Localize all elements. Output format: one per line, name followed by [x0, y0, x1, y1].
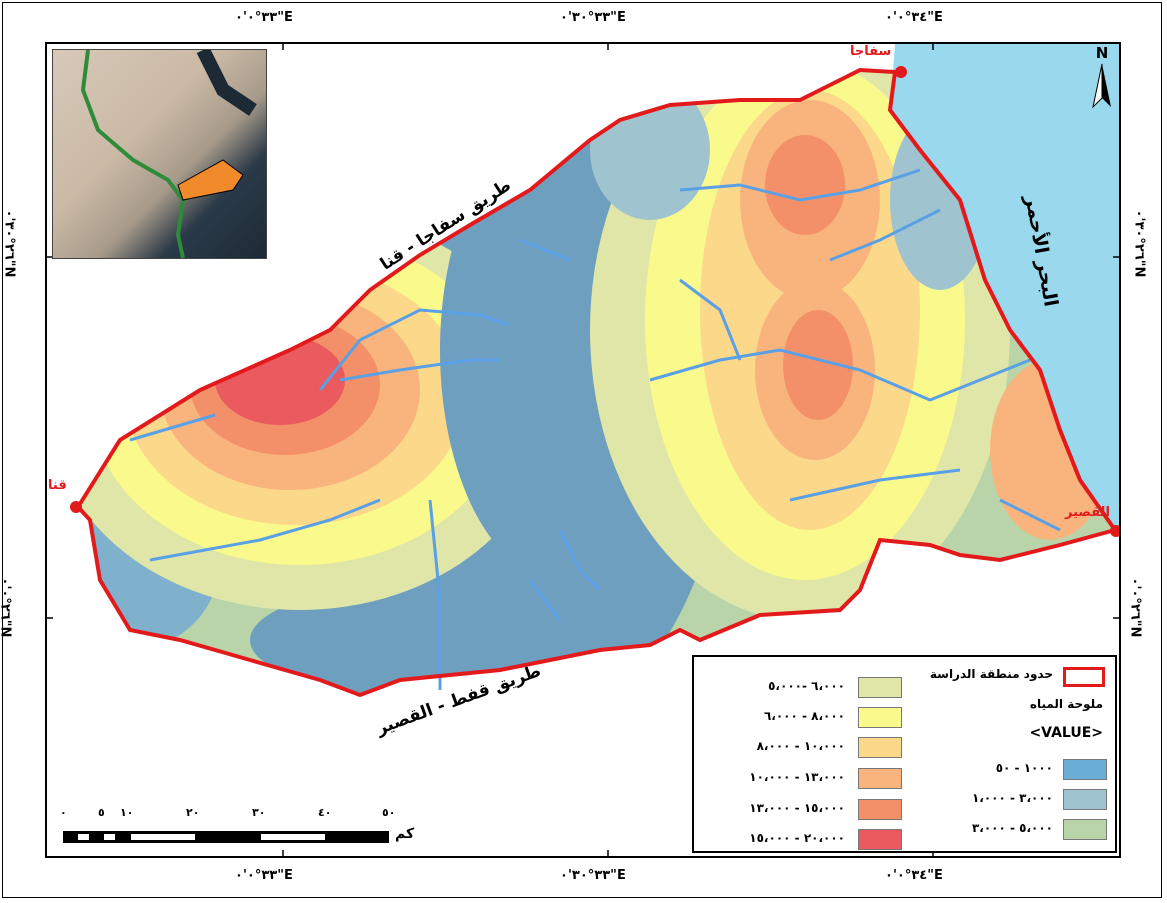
legend-swatch — [858, 707, 902, 728]
coord-left-1: ٢٦°٣٠'٠"N — [1, 209, 17, 278]
coord-top-2: ٣٣°٣٠'٠"E — [560, 10, 626, 25]
study-area-boundary — [75, 67, 1119, 698]
legend-class-label: ١٣،٠٠٠ - ١٠،٠٠٠ — [749, 770, 845, 784]
scale-bar: ٠ ٥ ١٠ ٢٠ ٣٠ ٤٠ ٥٠ كم — [60, 806, 420, 846]
scale-tick: ٥ — [98, 806, 105, 819]
city-marker-quseir — [1110, 525, 1119, 537]
coord-top-1: ٣٣°٠'٠"E — [235, 10, 293, 25]
coord-right-2: ٢٦°٠'٠"N — [1127, 577, 1143, 638]
legend-swatch — [858, 799, 902, 820]
legend-class-label: ١٥،٠٠٠ - ١٣،٠٠٠ — [749, 801, 845, 815]
city-marker-safaga — [895, 66, 907, 78]
map-canvas — [47, 44, 1119, 856]
label-qena: قنا — [48, 478, 67, 493]
legend-swatch — [858, 737, 902, 758]
scale-tick: ٣٠ — [252, 806, 266, 819]
legend-value-header: <VALUE> — [1029, 725, 1103, 741]
scale-tick: ٥٠ — [382, 806, 396, 819]
north-label: N — [1095, 44, 1109, 62]
north-arrow: N — [1087, 44, 1117, 119]
legend-class-label: ٨،٠٠٠ - ٦،٠٠٠ — [763, 709, 845, 723]
north-arrow-icon — [1092, 63, 1111, 109]
legend-class-label: ١٠٠٠ - ٥٠ — [995, 761, 1053, 775]
legend-swatch — [858, 829, 902, 850]
legend-swatch — [1063, 789, 1107, 810]
scale-tick: ٢٠ — [186, 806, 200, 819]
label-safaga: سفاجا — [850, 44, 892, 59]
coord-bottom-1: ٣٣°٠'٠"E — [235, 868, 293, 883]
scale-tick: ١٠ — [120, 806, 134, 819]
legend-boundary-label: حدود منطقة الدراسة — [929, 667, 1053, 681]
scale-tick: ٠ — [60, 806, 67, 819]
legend-swatch — [1063, 819, 1107, 840]
city-marker-qena — [70, 501, 82, 513]
legend-title: ملوحة المياه — [1029, 697, 1103, 711]
legend-class-label: ٦،٠٠٠ -٥،٠٠٠ — [768, 679, 845, 693]
coord-right-1: ٢٦°٣٠'٠"N — [1131, 209, 1147, 278]
legend: حدود منطقة الدراسة ملوحة المياه <VALUE> … — [692, 655, 1117, 853]
scale-unit: كم — [395, 826, 415, 842]
coord-bottom-2: ٣٣°٣٠'٠"E — [560, 868, 626, 883]
legend-class-label: ٣،٠٠٠ - ١،٠٠٠ — [971, 791, 1053, 805]
legend-class-label: ٢٠،٠٠٠ - ١٥،٠٠٠ — [749, 831, 845, 845]
legend-class-label: ١٠،٠٠٠ - ٨،٠٠٠ — [756, 739, 845, 753]
coord-left-2: ٢٦°٠'٠"N — [0, 577, 13, 638]
legend-swatch — [858, 768, 902, 789]
legend-swatch — [1063, 759, 1107, 780]
wadis — [129, 168, 1061, 690]
legend-class-label: ٥،٠٠٠ - ٣،٠٠٠ — [971, 821, 1053, 835]
legend-swatch — [858, 677, 902, 698]
legend-boundary-swatch — [1063, 667, 1105, 687]
scale-tick: ٤٠ — [318, 806, 332, 819]
coord-bottom-3: ٣٤°٠'٠"E — [885, 868, 943, 883]
label-quseir: القصير — [1065, 505, 1110, 520]
inset-location-map — [52, 49, 267, 259]
coord-top-3: ٣٤°٠'٠"E — [885, 10, 943, 25]
map-frame: N — [45, 42, 1121, 858]
red-sea — [890, 44, 1119, 530]
